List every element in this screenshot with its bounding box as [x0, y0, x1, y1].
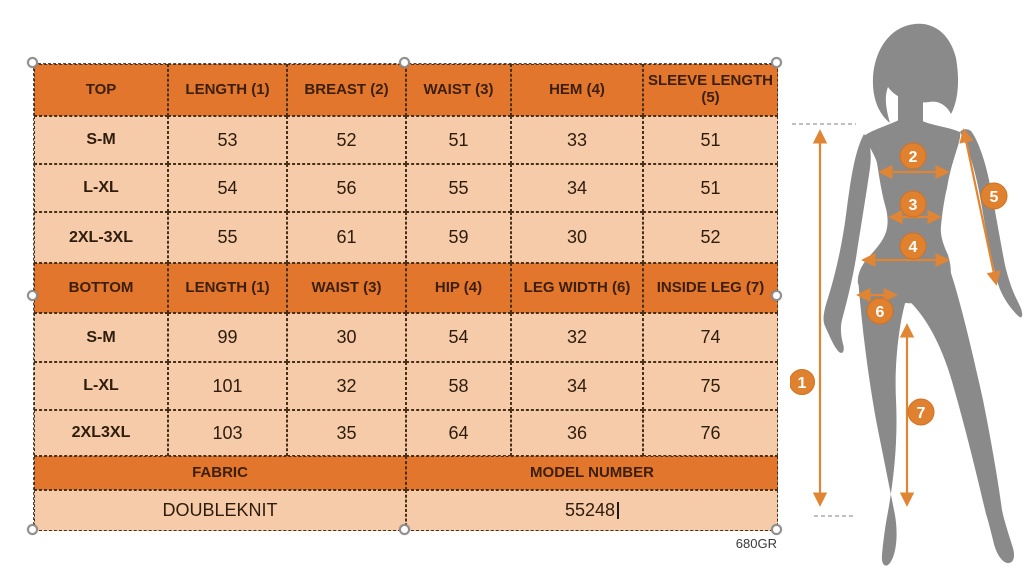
bottom-header-cell[interactable]: INSIDE LEG (7) — [643, 263, 778, 313]
silhouette-left-leg — [858, 277, 906, 566]
size-row-label[interactable]: S-M — [34, 116, 168, 164]
table-cell[interactable]: 56 — [287, 164, 406, 212]
bottom-header-cell[interactable]: WAIST (3) — [287, 263, 406, 313]
size-row-label[interactable]: 2XL-3XL — [34, 212, 168, 263]
table-cell[interactable]: 53 — [168, 116, 287, 164]
top-header-cell[interactable]: LENGTH (1) — [168, 64, 287, 116]
top-header-cell[interactable]: BREAST (2) — [287, 64, 406, 116]
size-row-label[interactable]: S-M — [34, 313, 168, 362]
marker-7-label: 7 — [917, 405, 926, 422]
marker-2-label: 2 — [909, 149, 918, 166]
selection-handle-top-right[interactable] — [771, 57, 782, 68]
bottom-header-cell[interactable]: LEG WIDTH (6) — [511, 263, 643, 313]
bottom-header-cell[interactable]: BOTTOM — [34, 263, 168, 313]
silhouette-right-leg — [908, 269, 1015, 564]
top-header-cell[interactable]: TOP — [34, 64, 168, 116]
marker-7-circle — [907, 398, 935, 426]
table-cell[interactable]: 34 — [511, 362, 643, 410]
selection-handle-bottom-right[interactable] — [771, 524, 782, 535]
table-cell[interactable]: 54 — [168, 164, 287, 212]
selection-handle-bottom-left[interactable] — [27, 524, 38, 535]
table-cell[interactable]: 58 — [406, 362, 511, 410]
table-cell[interactable]: 36 — [511, 410, 643, 456]
table-cell[interactable]: 99 — [168, 313, 287, 362]
marker-3-circle — [899, 190, 927, 218]
model-number-header-cell[interactable]: MODEL NUMBER — [406, 456, 778, 490]
table-cell[interactable]: 51 — [643, 116, 778, 164]
measurement-arrows — [812, 128, 1001, 507]
marker-5-label: 5 — [990, 189, 999, 206]
selection-handle-top-left[interactable] — [27, 57, 38, 68]
marker-1-circle — [790, 369, 815, 395]
marker-3-label: 3 — [909, 197, 918, 214]
model-number-text: 55248 — [564, 500, 616, 521]
fabric-header-cell[interactable]: FABRIC — [34, 456, 406, 490]
table-cell[interactable]: 61 — [287, 212, 406, 263]
selection-handle-middle-left[interactable] — [27, 290, 38, 301]
marker-6-label: 6 — [876, 304, 885, 321]
table-cell[interactable]: 101 — [168, 362, 287, 410]
size-row-label[interactable]: L-XL — [34, 164, 168, 212]
sleeve-arrow — [959, 128, 1001, 286]
weight-footnote: 680GR — [735, 536, 777, 551]
marker-5-circle — [980, 182, 1008, 210]
model-number-value-cell[interactable]: 55248 — [406, 490, 778, 531]
marker-6-circle — [866, 297, 894, 325]
marker-4-circle — [899, 232, 927, 260]
marker-4-label: 4 — [909, 239, 918, 256]
table-cell[interactable]: 59 — [406, 212, 511, 263]
table-cell[interactable]: 32 — [511, 313, 643, 362]
table-cell[interactable]: 51 — [643, 164, 778, 212]
table-cell[interactable]: 51 — [406, 116, 511, 164]
table-cell[interactable]: 64 — [406, 410, 511, 456]
guide-lines — [792, 123, 856, 517]
measurement-markers: 1 2 3 4 5 6 7 — [790, 142, 1008, 426]
table-cell[interactable]: 32 — [287, 362, 406, 410]
selection-handle-top-middle[interactable] — [399, 57, 410, 68]
table-cell[interactable]: 52 — [287, 116, 406, 164]
table-cell[interactable]: 75 — [643, 362, 778, 410]
bottom-header-cell[interactable]: LENGTH (1) — [168, 263, 287, 313]
marker-2-circle — [899, 142, 927, 170]
table-cell[interactable]: 34 — [511, 164, 643, 212]
table-cell[interactable]: 35 — [287, 410, 406, 456]
table-cell[interactable]: 30 — [287, 313, 406, 362]
top-header-cell[interactable]: WAIST (3) — [406, 64, 511, 116]
selection-handle-middle-right[interactable] — [771, 290, 782, 301]
text-cursor — [617, 502, 620, 519]
table-cell[interactable]: 33 — [511, 116, 643, 164]
silhouette-left-arm — [823, 134, 871, 353]
fabric-value-cell[interactable]: DOUBLEKNIT — [34, 490, 406, 531]
table-cell[interactable]: 76 — [643, 410, 778, 456]
table-cell[interactable]: 55 — [406, 164, 511, 212]
table-cell[interactable]: 55 — [168, 212, 287, 263]
top-header-cell[interactable]: SLEEVE LENGTH (5) — [643, 64, 778, 116]
table-cell[interactable]: 52 — [643, 212, 778, 263]
woman-silhouette — [823, 23, 1023, 566]
bottom-header-cell[interactable]: HIP (4) — [406, 263, 511, 313]
selection-handle-bottom-middle[interactable] — [399, 524, 410, 535]
measurement-figure: 1 2 3 4 5 6 7 — [790, 23, 1023, 566]
size-row-label[interactable]: L-XL — [34, 362, 168, 410]
top-header-cell[interactable]: HEM (4) — [511, 64, 643, 116]
table-cell[interactable]: 30 — [511, 212, 643, 263]
silhouette-head — [872, 23, 959, 123]
size-chart-table[interactable]: TOP LENGTH (1) BREAST (2) WAIST (3) HEM … — [33, 63, 778, 531]
marker-1-label: 1 — [798, 375, 807, 392]
table-cell[interactable]: 54 — [406, 313, 511, 362]
size-row-label[interactable]: 2XL3XL — [34, 410, 168, 456]
table-cell[interactable]: 74 — [643, 313, 778, 362]
table-cell[interactable]: 103 — [168, 410, 287, 456]
